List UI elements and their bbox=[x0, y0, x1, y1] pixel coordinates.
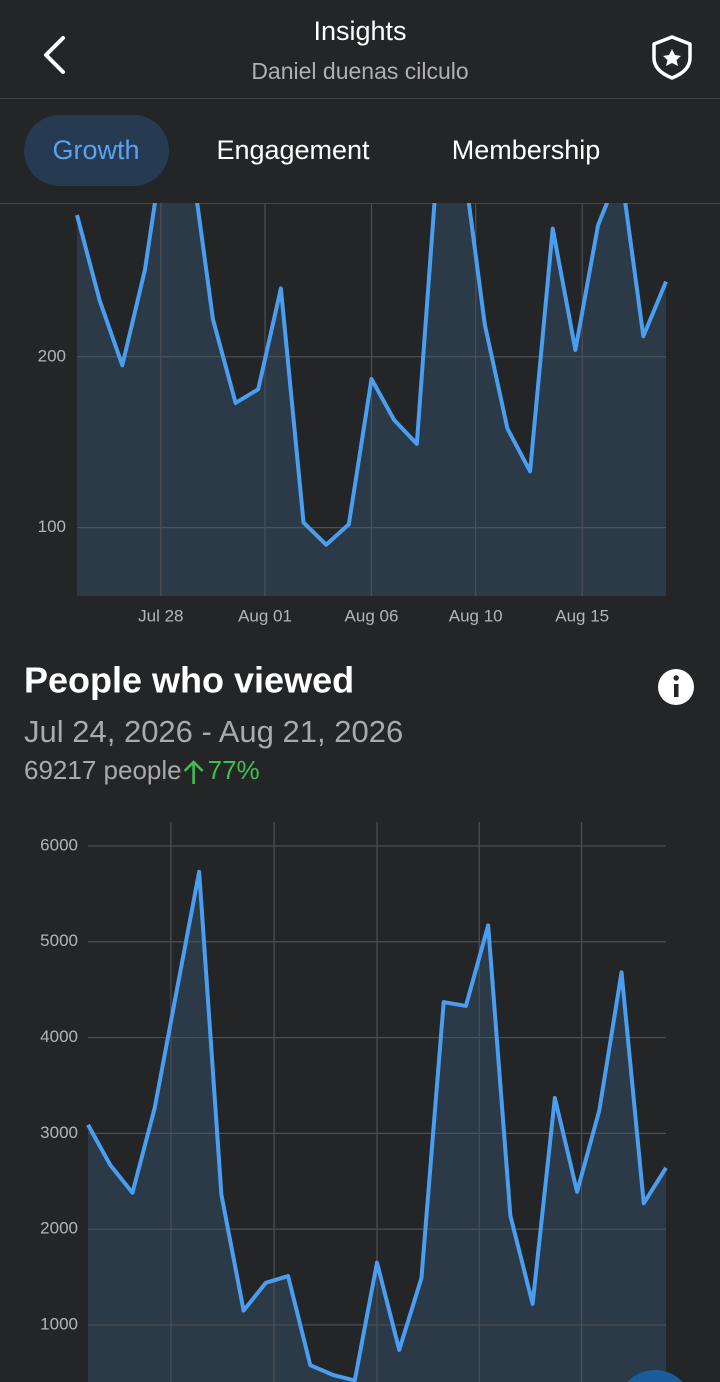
plot bbox=[75, 203, 668, 596]
y-tick-label: 3000 bbox=[40, 1123, 78, 1142]
summary: 69217 people bbox=[24, 755, 182, 785]
shield-button[interactable] bbox=[652, 35, 692, 80]
y-tick-label: 100 bbox=[38, 517, 66, 536]
section-title: People who viewed bbox=[24, 660, 354, 701]
date-range: Jul 24, 2026 - Aug 21, 2026 bbox=[24, 714, 403, 749]
star-icon bbox=[663, 49, 681, 66]
y-tick-label: 200 bbox=[38, 346, 66, 365]
change: 77% bbox=[208, 755, 260, 785]
charts: 100 200 Jul 28 Aug 01 Aug 06 Aug 10 Aug 15 1000… bbox=[38, 203, 668, 1382]
x-tick-label: Aug 06 bbox=[345, 606, 399, 625]
tab[interactable]: Engagement bbox=[216, 135, 370, 165]
chart: 100 200 Jul 28 Aug 01 Aug 06 Aug 10 Aug 15 bbox=[38, 203, 668, 625]
tab[interactable]: Membership bbox=[452, 135, 601, 165]
page-title: Insights bbox=[313, 16, 406, 46]
line bbox=[86, 869, 668, 1382]
y-tick-label: 2000 bbox=[40, 1219, 78, 1238]
x-tick-label: Aug 15 bbox=[555, 606, 609, 625]
fab[interactable] bbox=[617, 1370, 693, 1382]
back-button[interactable] bbox=[44, 36, 65, 74]
plot bbox=[86, 822, 668, 1382]
x-tick-label: Jul 28 bbox=[138, 606, 183, 625]
up-arrow bbox=[183, 760, 204, 784]
chart: 1000 2000 3000 4000 5000 6000 bbox=[40, 822, 668, 1382]
x-tick-label: Aug 10 bbox=[449, 606, 503, 625]
x-tick-label: Aug 01 bbox=[238, 606, 292, 625]
page-subtitle: Daniel duenas cilculo bbox=[251, 58, 468, 84]
shield-icon bbox=[652, 35, 692, 80]
tab-selected-bg bbox=[24, 115, 169, 186]
tab[interactable]: Growth bbox=[52, 135, 139, 165]
info-button[interactable] bbox=[658, 669, 694, 705]
y-tick-label: 1000 bbox=[40, 1314, 78, 1333]
y-tick-label: 4000 bbox=[40, 1027, 78, 1046]
y-tick-label: 6000 bbox=[40, 835, 78, 854]
line bbox=[75, 203, 668, 547]
y-tick-label: 5000 bbox=[40, 931, 78, 950]
info-glyph bbox=[673, 675, 679, 681]
info-glyph bbox=[674, 684, 679, 697]
